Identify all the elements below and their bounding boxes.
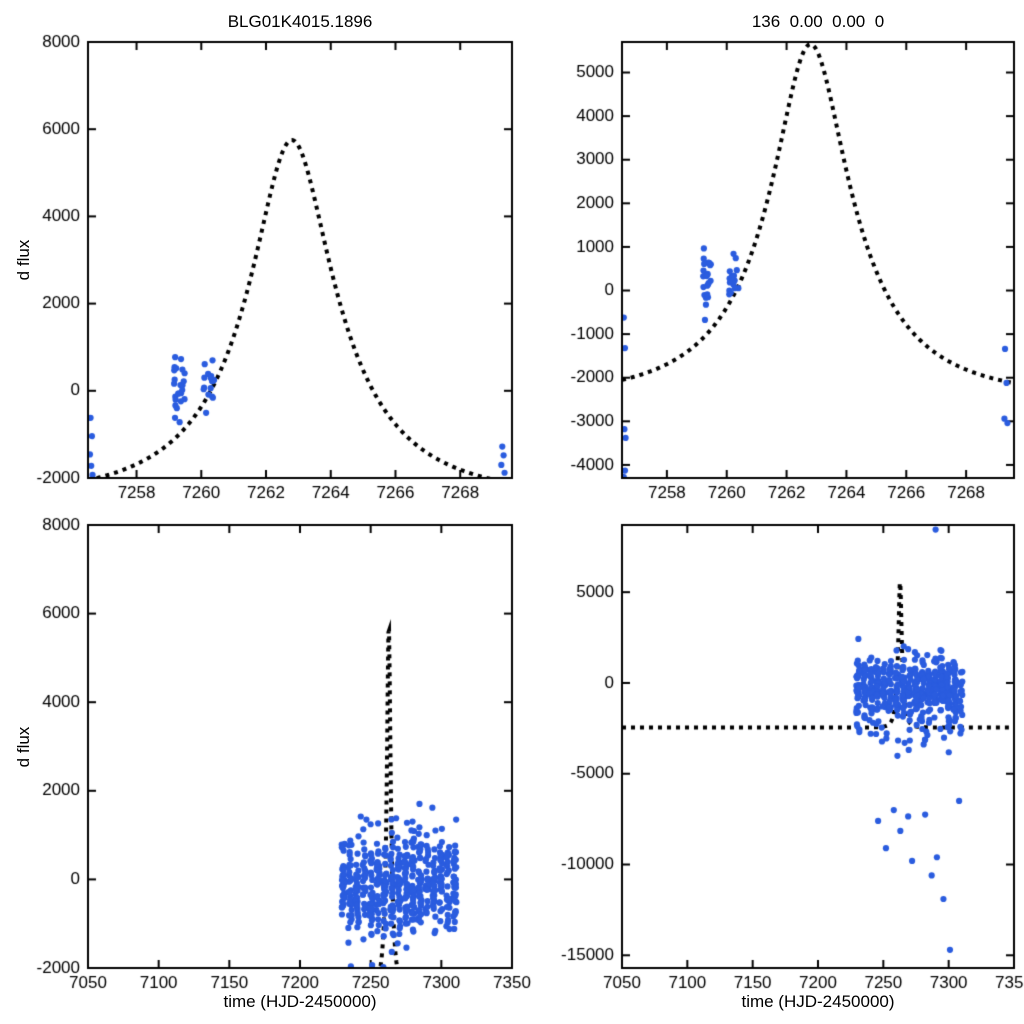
plot-top-right-title: 136 0.00 0.00 0 xyxy=(751,12,885,31)
plot-top-left-ylabel: d flux xyxy=(14,239,33,281)
plot-bottom-right-xlabel: time (HJD-2450000) xyxy=(741,992,895,1011)
plot-bottom-left-xlabel: time (HJD-2450000) xyxy=(223,992,377,1011)
plot-bottom-left-ylabel: d flux xyxy=(14,726,33,768)
plot-top-left-title: BLG01K4015.1896 xyxy=(227,12,373,31)
